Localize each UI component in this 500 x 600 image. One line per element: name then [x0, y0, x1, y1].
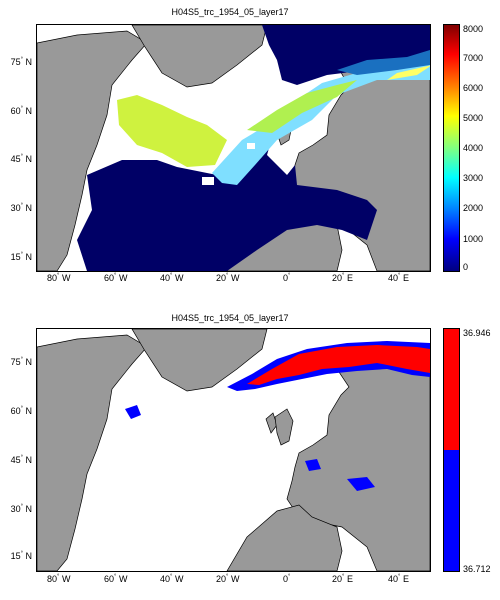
top-lat-tick-60: 60° N [10, 106, 32, 116]
top-cbar-tick-6000: 6000 [463, 83, 484, 93]
top-map-canvas [37, 25, 430, 271]
top-tracer-field [77, 25, 430, 271]
bottom-lat-tick-75: 75° N [10, 357, 32, 367]
top-lat-tick-75: 75° N [10, 57, 32, 67]
bottom-cbar-max-label: 36.946 [463, 328, 491, 338]
top-lat-tick-45: 45° N [10, 154, 32, 164]
bottom-map-title: H04S5_trc_1954_05_layer17 [171, 313, 289, 323]
top-map-title: H04S5_trc_1954_05_layer17 [171, 7, 289, 17]
bottom-lon-tick-0: 0° [283, 574, 291, 584]
bottom-colorbar [443, 328, 460, 572]
bottom-lon-tick-40w: 40° W [160, 574, 184, 584]
top-map[interactable] [36, 24, 431, 272]
top-cbar-tick-5000: 5000 [463, 113, 484, 123]
top-lon-tick-40e: 40° E [388, 273, 409, 283]
top-nodata-cells [202, 143, 255, 185]
bottom-lon-tick-40e: 40° E [388, 574, 409, 584]
top-cbar-tick-8000: 8000 [463, 24, 484, 34]
top-cbar-tick-2000: 2000 [463, 203, 484, 213]
top-cbar-tick-1000: 1000 [463, 234, 484, 244]
bottom-lon-tick-20e: 20° E [332, 574, 353, 584]
bottom-lat-tick-45: 45° N [10, 455, 32, 465]
top-cbar-tick-7000: 7000 [463, 53, 484, 63]
bottom-map[interactable] [36, 328, 431, 572]
bottom-lat-tick-15: 15° N [10, 551, 32, 561]
bottom-lat-tick-30: 30° N [10, 504, 32, 514]
top-lon-tick-20w: 20° W [216, 273, 240, 283]
top-cbar-tick-0: 0 [463, 262, 469, 272]
top-lat-tick-15: 15° N [10, 252, 32, 262]
top-lon-tick-40w: 40° W [160, 273, 184, 283]
top-cbar-tick-4000: 4000 [463, 143, 484, 153]
bottom-map-canvas [37, 329, 430, 571]
bottom-land [37, 329, 430, 571]
top-lat-tick-30: 30° N [10, 203, 32, 213]
top-cbar-tick-3000: 3000 [463, 173, 484, 183]
bottom-lon-tick-60w: 60° W [104, 574, 128, 584]
bottom-cbar-min-label: 36.712 [463, 564, 491, 574]
bottom-lon-tick-20w: 20° W [216, 574, 240, 584]
top-lon-tick-60w: 60° W [104, 273, 128, 283]
top-lon-tick-80w: 80° W [47, 273, 71, 283]
top-colorbar [443, 24, 460, 272]
top-lon-tick-20e: 20° E [332, 273, 353, 283]
bottom-lat-tick-60: 60° N [10, 406, 32, 416]
bottom-threshold-field [125, 341, 430, 491]
bottom-lon-tick-80w: 80° W [47, 574, 71, 584]
top-lon-tick-0: 0° [283, 273, 291, 283]
